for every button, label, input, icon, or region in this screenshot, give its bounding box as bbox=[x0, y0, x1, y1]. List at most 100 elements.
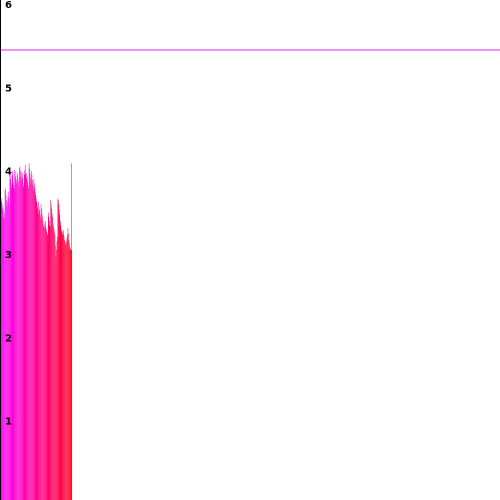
bar bbox=[69, 246, 71, 500]
bar bbox=[15, 180, 17, 500]
bar bbox=[43, 225, 44, 500]
bar bbox=[24, 175, 25, 500]
bar bbox=[37, 213, 39, 500]
bar bbox=[41, 208, 42, 500]
bar bbox=[19, 166, 21, 500]
bar bbox=[1, 201, 2, 500]
bar bbox=[42, 220, 44, 500]
bar bbox=[26, 173, 27, 500]
bar bbox=[35, 195, 37, 500]
bar bbox=[50, 203, 52, 500]
bar bbox=[60, 229, 62, 500]
bar bbox=[46, 231, 48, 500]
bar bbox=[14, 170, 15, 500]
bar bbox=[55, 256, 57, 500]
bar bbox=[12, 170, 13, 500]
bar bbox=[27, 181, 28, 500]
bar bbox=[23, 183, 24, 500]
bar bbox=[60, 225, 62, 500]
bar bbox=[6, 206, 8, 500]
bar bbox=[7, 196, 9, 500]
y-tick-label: 3 bbox=[5, 250, 12, 261]
bar bbox=[40, 218, 41, 500]
bar bbox=[62, 230, 64, 500]
bar bbox=[68, 240, 70, 500]
bar bbox=[32, 180, 33, 500]
bar bbox=[8, 198, 10, 500]
bar bbox=[68, 233, 69, 500]
bar bbox=[2, 210, 4, 500]
bar bbox=[34, 183, 35, 500]
bar bbox=[71, 163, 72, 500]
y-tick-label: 4 bbox=[5, 167, 12, 178]
bar bbox=[64, 241, 66, 500]
bar bbox=[26, 176, 28, 500]
bar bbox=[21, 180, 22, 500]
y-tick-label: 2 bbox=[5, 333, 12, 344]
bar bbox=[60, 220, 61, 500]
bar bbox=[70, 250, 72, 500]
bar bbox=[58, 200, 59, 500]
bar bbox=[65, 243, 66, 500]
bar bbox=[57, 237, 58, 500]
bar bbox=[56, 241, 58, 500]
bar bbox=[51, 208, 52, 500]
bar bbox=[9, 204, 10, 500]
bar bbox=[31, 170, 32, 500]
bar bbox=[27, 185, 29, 500]
bar bbox=[14, 171, 16, 500]
bar bbox=[48, 220, 50, 500]
bar bbox=[45, 220, 46, 500]
bar bbox=[12, 181, 14, 500]
bar bbox=[18, 186, 20, 500]
bar bbox=[56, 250, 57, 500]
bar bbox=[59, 210, 60, 500]
bar bbox=[30, 183, 32, 500]
bar bbox=[58, 204, 60, 500]
bar bbox=[66, 241, 67, 500]
bar bbox=[13, 185, 14, 500]
bar bbox=[63, 233, 64, 500]
bar bbox=[29, 173, 31, 500]
bar bbox=[63, 236, 65, 500]
bar bbox=[55, 245, 56, 500]
bar bbox=[0, 198, 2, 500]
bar bbox=[59, 215, 61, 500]
bar bbox=[3, 216, 4, 500]
bar bbox=[19, 168, 20, 500]
bar bbox=[36, 204, 38, 500]
bar bbox=[71, 250, 73, 500]
bar bbox=[21, 171, 23, 500]
bar bbox=[61, 231, 62, 500]
bar bbox=[47, 235, 49, 500]
bar bbox=[25, 178, 27, 500]
bar bbox=[18, 181, 19, 500]
bar bbox=[40, 204, 42, 500]
bar bbox=[49, 225, 50, 500]
y-tick-label: 6 bbox=[5, 0, 12, 11]
bar bbox=[33, 179, 35, 500]
y-tick-label: 1 bbox=[5, 417, 12, 428]
bar bbox=[62, 231, 63, 500]
y-tick-label: 5 bbox=[5, 83, 12, 94]
bar bbox=[47, 233, 48, 500]
y-axis-tick-labels: 1 2 3 4 5 6 bbox=[5, 0, 12, 428]
bar bbox=[49, 226, 51, 500]
bar bbox=[35, 191, 36, 500]
bar bbox=[4, 190, 6, 500]
bar bbox=[43, 226, 45, 500]
bar bbox=[57, 198, 59, 500]
bar bbox=[7, 201, 8, 500]
bar bbox=[5, 195, 7, 500]
bar bbox=[52, 223, 54, 500]
bar bbox=[70, 248, 71, 500]
bar bbox=[37, 208, 38, 500]
bar bbox=[36, 201, 38, 500]
bar bbox=[69, 243, 70, 500]
bar bbox=[53, 229, 55, 500]
bar bbox=[38, 206, 40, 500]
bar bbox=[48, 212, 49, 500]
bar bbox=[23, 186, 25, 500]
bar bbox=[4, 212, 5, 500]
